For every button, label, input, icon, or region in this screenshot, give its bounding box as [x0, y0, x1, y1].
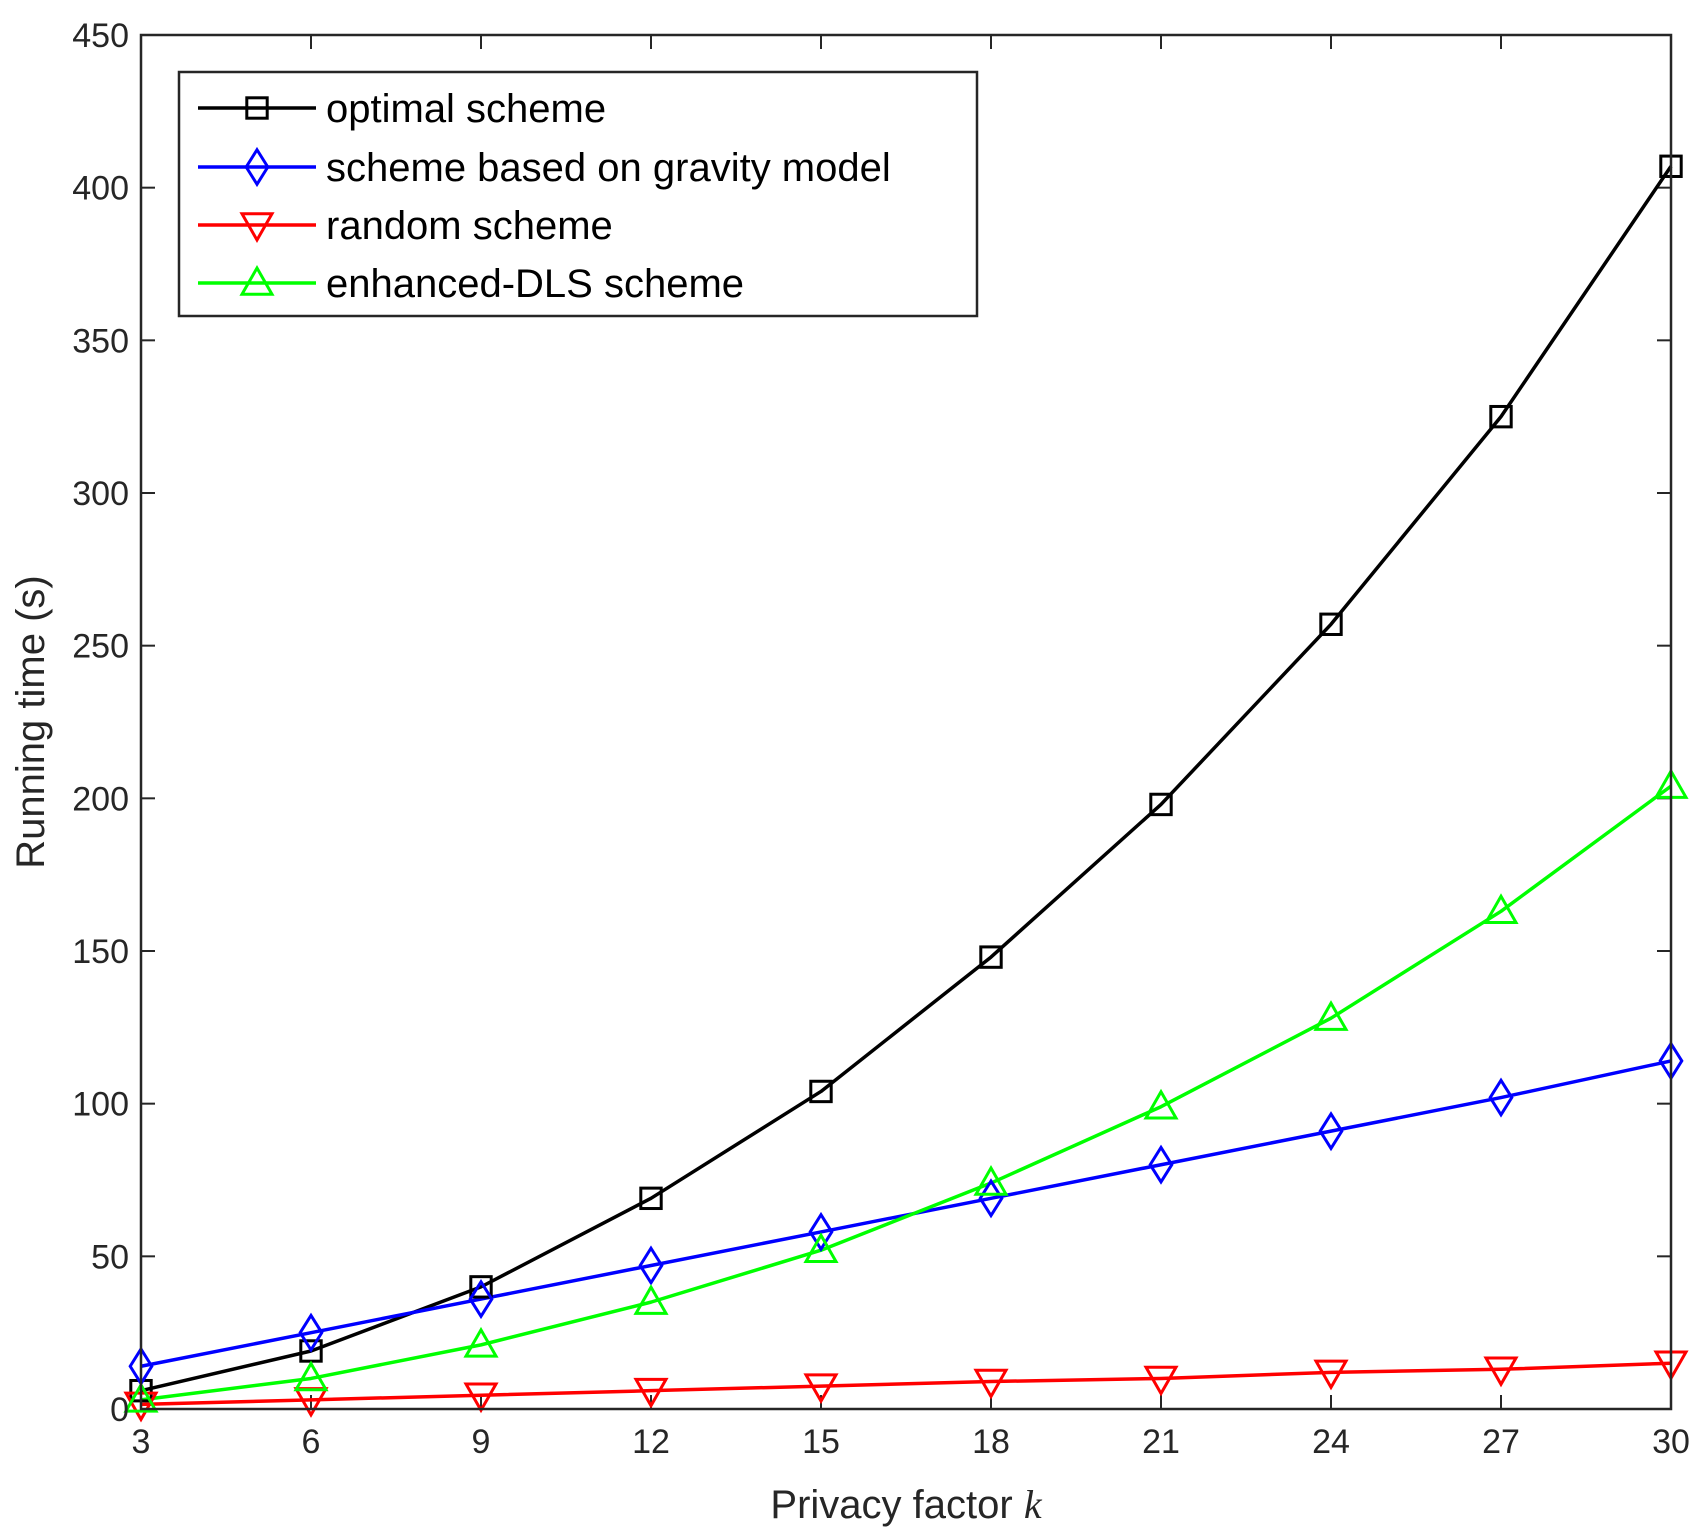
data-point-random-scheme	[1483, 1356, 1519, 1388]
legend-marker	[244, 146, 270, 188]
plot-frame	[139, 33, 1673, 1411]
x-axis-label-text: Privacy factor	[770, 1483, 1012, 1527]
legend: optimal scheme scheme based on gravity mo…	[177, 70, 979, 318]
x-tick-label: 6	[302, 1423, 321, 1461]
data-point-enhanced-dls-scheme	[1483, 893, 1519, 925]
x-axis-label: Privacy factor k	[770, 1482, 1042, 1527]
data-point-enhanced-dls-scheme	[463, 1326, 499, 1358]
x-tick-label: 3	[132, 1423, 151, 1461]
legend-item-scheme-based-on-gravity-model: scheme based on gravity model	[198, 146, 891, 190]
data-point-random-scheme	[973, 1368, 1009, 1400]
y-tick-label: 200	[72, 780, 129, 818]
data-point-optimal-scheme	[1489, 404, 1513, 429]
series-line-enhanced-dls-scheme	[140, 784, 1673, 1402]
data-point-random-scheme	[463, 1382, 499, 1414]
x-tick-label: 21	[1142, 1423, 1180, 1461]
data-point-random-scheme	[1313, 1359, 1349, 1391]
data-point-optimal-scheme	[809, 1079, 833, 1104]
series-lines	[140, 165, 1673, 1407]
data-point-scheme-based-on-gravity-model	[1148, 1144, 1174, 1185]
data-point-optimal-scheme	[1149, 792, 1173, 817]
legend-item-enhanced-dls-scheme: enhanced-DLS scheme	[198, 262, 744, 306]
data-point-enhanced-dls-scheme	[123, 1381, 159, 1413]
legend-label: optimal scheme	[326, 87, 606, 131]
series-line-optimal-scheme	[140, 165, 1673, 1393]
y-tick-label: 250	[72, 628, 129, 666]
y-tick-label: 150	[72, 933, 129, 971]
x-axis-label-variable: k	[1024, 1482, 1043, 1527]
legend-marker	[239, 212, 275, 244]
x-tick-label: 9	[472, 1423, 491, 1461]
data-point-random-scheme	[1143, 1365, 1179, 1397]
data-point-scheme-based-on-gravity-model	[638, 1245, 664, 1286]
data-point-enhanced-dls-scheme	[293, 1360, 329, 1392]
y-tick-label: 50	[91, 1238, 129, 1276]
legend-marker	[239, 264, 275, 296]
tick-labels: 3 6 9 12 15 18 21 24 27 3005010015020025030035040…	[72, 17, 1690, 1461]
data-point-scheme-based-on-gravity-model	[1318, 1111, 1344, 1152]
legend-box	[177, 70, 979, 318]
data-point-enhanced-dls-scheme	[973, 1165, 1009, 1196]
legend-marker	[245, 96, 269, 120]
data-point-enhanced-dls-scheme	[633, 1284, 669, 1315]
y-tick-label: 0	[110, 1391, 129, 1429]
data-point-optimal-scheme	[469, 1275, 493, 1299]
data-point-scheme-based-on-gravity-model	[978, 1178, 1004, 1219]
y-tick-label: 300	[72, 475, 129, 513]
data-point-scheme-based-on-gravity-model	[298, 1312, 324, 1353]
y-tick-label: 450	[72, 17, 129, 55]
data-point-random-scheme	[803, 1373, 839, 1405]
legend-label: random scheme	[326, 204, 613, 248]
x-tick-label: 30	[1652, 1423, 1690, 1461]
x-tick-label: 24	[1312, 1423, 1350, 1461]
data-point-random-scheme	[633, 1377, 669, 1409]
legend-label: scheme based on gravity model	[326, 146, 891, 190]
data-point-scheme-based-on-gravity-model	[808, 1211, 834, 1252]
data-point-scheme-based-on-gravity-model	[1488, 1077, 1514, 1118]
x-tick-label: 18	[972, 1423, 1010, 1461]
data-point-optimal-scheme	[1319, 612, 1343, 636]
data-point-enhanced-dls-scheme	[803, 1232, 839, 1263]
data-point-enhanced-dls-scheme	[1313, 1000, 1349, 1031]
y-tick-label: 350	[72, 322, 129, 360]
legend-label: enhanced-DLS scheme	[326, 262, 744, 306]
y-tick-label: 100	[72, 1086, 129, 1124]
data-point-optimal-scheme	[979, 945, 1003, 969]
data-point-enhanced-dls-scheme	[1143, 1088, 1179, 1120]
y-axis-label: Running time (s)	[9, 575, 53, 868]
data-point-optimal-scheme	[639, 1186, 663, 1211]
x-tick-label: 12	[632, 1423, 670, 1461]
x-tick-label: 15	[802, 1423, 840, 1461]
x-tick-label: 27	[1482, 1423, 1520, 1461]
legend-item-random-scheme: random scheme	[198, 204, 613, 248]
series-line-random-scheme	[140, 1361, 1672, 1407]
legend-entries: optimal scheme scheme based on gravity mo…	[198, 87, 891, 306]
legend-item-optimal-scheme: optimal scheme	[198, 87, 606, 131]
data-point-scheme-based-on-gravity-model	[468, 1279, 494, 1320]
y-tick-label: 400	[72, 170, 129, 208]
